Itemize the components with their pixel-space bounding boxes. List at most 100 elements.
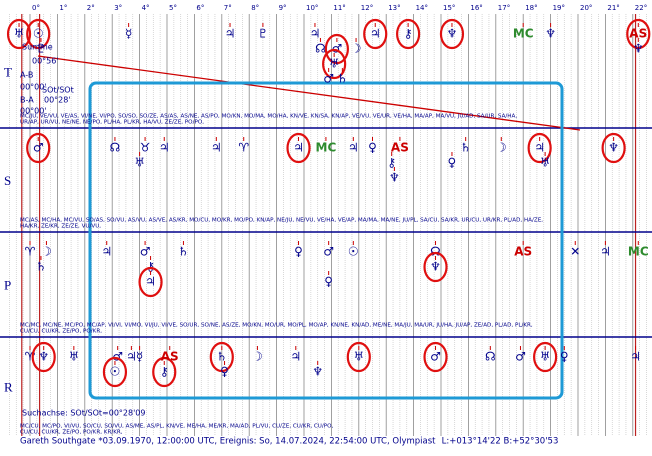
planet-glyph: ♆ <box>38 350 49 364</box>
degree-label: 12° <box>361 4 373 12</box>
planet-glyph: ♃ <box>101 245 112 259</box>
degree-label: 21° <box>607 4 619 12</box>
planet-glyph: ♈ <box>25 350 36 364</box>
planet-glyph: ♈ <box>25 245 36 259</box>
planet-glyph: ☽ <box>351 42 362 56</box>
row-label: P <box>4 278 11 293</box>
degree-label: 18° <box>525 4 537 12</box>
degree-label: 22° <box>635 4 647 12</box>
info-text: B-A <box>20 96 34 105</box>
degree-label: 2° <box>87 4 95 12</box>
highlight-circle <box>152 356 177 388</box>
midpoint-list: MC/JU, VE/VU, VE/AS, VI/NE, VI/PO, SO/SO… <box>20 114 517 120</box>
planet-glyph: ☽ <box>41 245 52 259</box>
search-axis: Suchachse: SOt/SOt=00°28'09 <box>22 409 145 418</box>
planet-glyph: AS <box>391 141 409 155</box>
planet-glyph: ♃ <box>534 141 545 155</box>
planet-glyph: ♆ <box>608 141 619 155</box>
planet-glyph: ♂ <box>515 350 526 364</box>
planet-glyph: ♈ <box>238 141 249 155</box>
planet-glyph: ⚷ <box>404 27 413 41</box>
highlight-circle <box>102 356 128 388</box>
planet-glyph: ♇ <box>258 27 269 41</box>
planet-glyph: ♆ <box>633 42 644 56</box>
planet-glyph: ♃ <box>225 27 236 41</box>
planet-glyph: ♅ <box>68 350 79 364</box>
highlight-circle <box>26 18 51 50</box>
planet-glyph: ♆ <box>447 27 458 41</box>
planet-glyph: ♀ <box>448 156 457 170</box>
degree-label: 16° <box>470 4 482 12</box>
midpoint-list: MC/CU, MC/PO, VI/VU, SO/CU, SO/VU, AS/ME… <box>20 424 334 430</box>
planet-glyph: ♄ <box>460 141 471 155</box>
planet-glyph: ✕ <box>570 245 580 259</box>
highlight-circle <box>322 48 347 80</box>
highlight-circle <box>396 18 421 50</box>
planet-glyph: ♃ <box>145 275 156 289</box>
planet-glyph: ♀ <box>220 365 229 379</box>
midpoint-list: MC/MC, MC/NE, MC/PO, MC/AP, VI/VI, VI/MO… <box>20 323 533 329</box>
info-text: Summe <box>22 43 53 52</box>
planet-glyph: ♂ <box>33 141 44 155</box>
planet-glyph: ♆ <box>389 171 400 185</box>
planet-glyph: AS <box>629 27 647 41</box>
info-text: 00°56' <box>32 57 59 66</box>
info-text: 00°00' <box>20 107 47 116</box>
planet-glyph: ♇ <box>36 42 47 56</box>
planet-glyph: ☊ <box>315 42 326 56</box>
planet-glyph: ♂ <box>323 245 334 259</box>
planet-glyph: ♃ <box>370 27 381 41</box>
planet-glyph: MC <box>628 245 649 259</box>
info-text: 00°00' <box>20 83 47 92</box>
planet-glyph: ♂ <box>430 350 441 364</box>
planet-glyph: AS <box>514 245 532 259</box>
midpoint-list: MC/AS, MC/HA, MC/VU, SO/AS, SO/VU, AS/VU… <box>20 218 543 224</box>
planet-glyph: ♄ <box>337 72 348 86</box>
highlight-circle <box>324 33 349 65</box>
info-text: SOt/SOt <box>42 86 74 95</box>
degree-label: 10° <box>306 4 318 12</box>
planet-glyph: ♀ <box>324 275 333 289</box>
planet-glyph: ♅ <box>353 350 364 364</box>
planet-glyph: ⚷ <box>387 156 396 170</box>
degree-label: 0° <box>32 4 40 12</box>
degree-label: 19° <box>553 4 565 12</box>
highlight-circle <box>527 132 552 164</box>
content: T♅ ☉♇☿ ♃ ♇ ♃☊ ♂ ☽♅♂ ♄♃ ⚷ ♆ MC ♆ AS♆MC/JU, VE/VU, VE/… <box>4 18 651 436</box>
planet-glyph: ♂ <box>140 245 151 259</box>
planet-glyph: ♃ <box>348 141 359 155</box>
planet-glyph: ☉ <box>110 365 121 379</box>
planet-glyph: ♂ <box>331 42 342 56</box>
planet-glyph: ♄ <box>216 350 227 364</box>
midpoint-list: HA/KR, ZE/KR, ZE/ZE, VU/VU, <box>20 224 101 230</box>
highlight-circle <box>286 132 311 164</box>
planet-glyph: ♅ <box>540 156 551 170</box>
planet-glyph: ♆ <box>430 260 441 274</box>
degree-label: 4° <box>142 4 150 12</box>
planet-glyph: ♅ <box>329 57 340 71</box>
midpoint-list: UR/AP, UR/VU, NE/NE, NE/PO, PL/HA, PL/KR… <box>20 120 204 126</box>
row-label: R <box>4 379 13 394</box>
highlight-circle <box>533 341 558 373</box>
highlight-circle <box>346 341 371 373</box>
degree-label: 1° <box>59 4 67 12</box>
planet-glyph: ☿ <box>136 350 143 364</box>
planet-glyph: ☊ <box>430 245 441 259</box>
planet-glyph: ♃ <box>310 27 321 41</box>
highlight-circle <box>209 341 234 373</box>
footer-left: Gareth Southgate *03.09.1970, 12:00:00 U… <box>20 437 436 447</box>
highlight-circle <box>6 18 32 50</box>
highlight-circle <box>626 18 651 50</box>
planet-glyph: ♅ <box>14 27 25 41</box>
planet-glyph: ♉ <box>140 141 151 155</box>
planet-glyph: ♃ <box>126 350 137 364</box>
degree-label: 7° <box>224 4 232 12</box>
highlight-circle <box>439 18 465 50</box>
degree-label: 5° <box>169 4 177 12</box>
planet-glyph: ♂ <box>112 350 123 364</box>
planet-glyph: ♅ <box>540 350 551 364</box>
planet-glyph: ♄ <box>36 260 47 274</box>
planet-glyph: MC <box>513 27 534 41</box>
highlight-circle <box>423 341 448 373</box>
planet-glyph: ♃ <box>211 141 222 155</box>
